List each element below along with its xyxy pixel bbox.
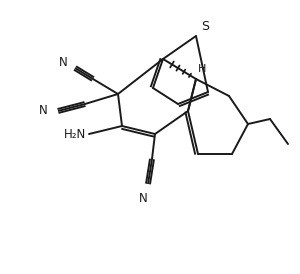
Text: N: N bbox=[58, 56, 68, 70]
Text: H: H bbox=[198, 64, 206, 74]
Text: N: N bbox=[139, 193, 147, 206]
Text: H₂N: H₂N bbox=[64, 127, 86, 141]
Text: S: S bbox=[201, 21, 209, 33]
Text: N: N bbox=[39, 104, 47, 118]
